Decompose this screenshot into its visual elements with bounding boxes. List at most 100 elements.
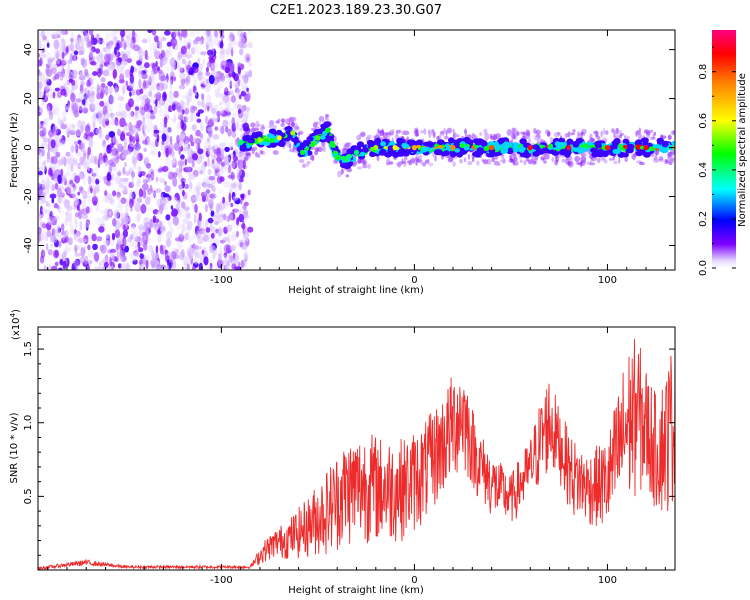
y-tick-label: 1.5 <box>23 341 34 357</box>
noise-speckle <box>194 251 200 258</box>
noise-speckle <box>155 264 162 270</box>
noise-speckle <box>227 238 232 246</box>
noise-speckle <box>181 122 187 132</box>
noise-speckle <box>89 103 96 113</box>
noise-speckle <box>76 76 79 86</box>
noise-speckle <box>229 80 232 90</box>
signal-blob <box>483 146 490 152</box>
noise-speckle <box>228 192 232 203</box>
noise-speckle <box>49 243 54 249</box>
noise-speckle <box>81 199 87 210</box>
noise-speckle <box>122 229 129 238</box>
noise-speckle <box>159 228 164 237</box>
signal-blob <box>573 147 579 152</box>
noise-speckle <box>165 66 170 72</box>
noise-speckle <box>143 118 146 128</box>
signal-halo-speckle <box>540 156 545 161</box>
noise-speckle <box>224 181 231 189</box>
noise-speckle <box>181 207 185 214</box>
noise-speckle <box>164 265 169 270</box>
noise-speckle <box>58 267 63 270</box>
noise-speckle <box>115 30 120 35</box>
signal-halo-speckle <box>419 154 423 161</box>
noise-speckle <box>134 106 140 111</box>
signal-halo-speckle <box>381 128 384 136</box>
noise-speckle <box>230 231 237 242</box>
signal-halo-speckle <box>568 132 571 138</box>
noise-speckle <box>211 62 218 70</box>
signal-halo-speckle <box>464 129 468 135</box>
noise-speckle <box>236 217 240 226</box>
noise-speckle <box>73 184 77 190</box>
noise-speckle <box>219 142 227 147</box>
noise-speckle <box>196 48 200 55</box>
signal-halo-speckle <box>429 129 435 136</box>
signal-blob <box>270 137 276 142</box>
noise-speckle <box>160 197 167 206</box>
noise-speckle <box>87 132 95 137</box>
noise-speckle <box>161 249 165 256</box>
noise-speckle <box>46 174 52 184</box>
signal-halo-speckle <box>428 162 434 167</box>
signal-blob <box>254 131 263 138</box>
noise-speckle <box>218 252 222 262</box>
noise-speckle <box>74 37 81 45</box>
noise-speckle <box>177 196 181 204</box>
noise-speckle <box>79 221 83 231</box>
noise-speckle <box>142 183 149 191</box>
noise-speckle <box>85 124 91 134</box>
signal-blob <box>332 150 339 155</box>
noise-speckle <box>136 177 142 187</box>
signal-halo-speckle <box>479 132 483 136</box>
noise-speckle <box>172 176 178 187</box>
noise-speckle <box>46 243 49 251</box>
noise-speckle <box>85 206 90 214</box>
signal-halo-speckle <box>255 151 259 158</box>
noise-speckle <box>39 71 42 76</box>
signal-blob <box>541 147 549 154</box>
noise-speckle <box>239 48 244 56</box>
noise-speckle <box>64 199 71 206</box>
noise-speckle <box>232 112 237 119</box>
colorbar-tick-label: 0.4 <box>698 162 709 178</box>
signal-blob <box>374 137 382 145</box>
noise-speckle <box>227 174 235 179</box>
noise-speckle <box>84 68 89 77</box>
signal-halo-speckle <box>250 122 256 128</box>
signal-halo-speckle <box>307 160 311 165</box>
signal-blob <box>566 138 574 145</box>
noise-speckle <box>111 173 115 181</box>
noise-speckle <box>100 68 103 75</box>
noise-speckle <box>212 30 216 38</box>
noise-speckle <box>124 162 127 167</box>
signal-halo-speckle <box>567 157 574 162</box>
noise-speckle <box>110 181 115 187</box>
noise-speckle <box>215 203 221 213</box>
noise-speckle <box>75 144 79 154</box>
noise-speckle <box>65 106 69 112</box>
noise-speckle <box>84 109 88 114</box>
noise-speckle <box>185 166 192 172</box>
signal-halo-speckle <box>564 133 569 138</box>
noise-speckle <box>150 111 155 120</box>
signal-peak <box>450 145 456 151</box>
signal-halo-speckle <box>665 159 671 164</box>
noise-speckle <box>104 53 111 63</box>
noise-speckle <box>218 246 223 256</box>
noise-speckle <box>135 112 138 118</box>
signal-blob <box>502 148 509 154</box>
noise-speckle <box>56 59 60 65</box>
signal-peak <box>276 135 282 141</box>
noise-speckle <box>112 145 116 153</box>
noise-speckle <box>220 47 225 55</box>
snr-plot-area <box>38 334 675 570</box>
noise-speckle <box>193 258 198 265</box>
noise-speckle <box>49 181 54 190</box>
noise-speckle <box>54 102 58 112</box>
noise-speckle <box>62 78 70 89</box>
noise-speckle <box>164 56 169 65</box>
noise-speckle <box>136 94 140 103</box>
signal-blob <box>671 141 675 146</box>
noise-speckle <box>230 63 234 72</box>
noise-speckle <box>97 155 104 165</box>
